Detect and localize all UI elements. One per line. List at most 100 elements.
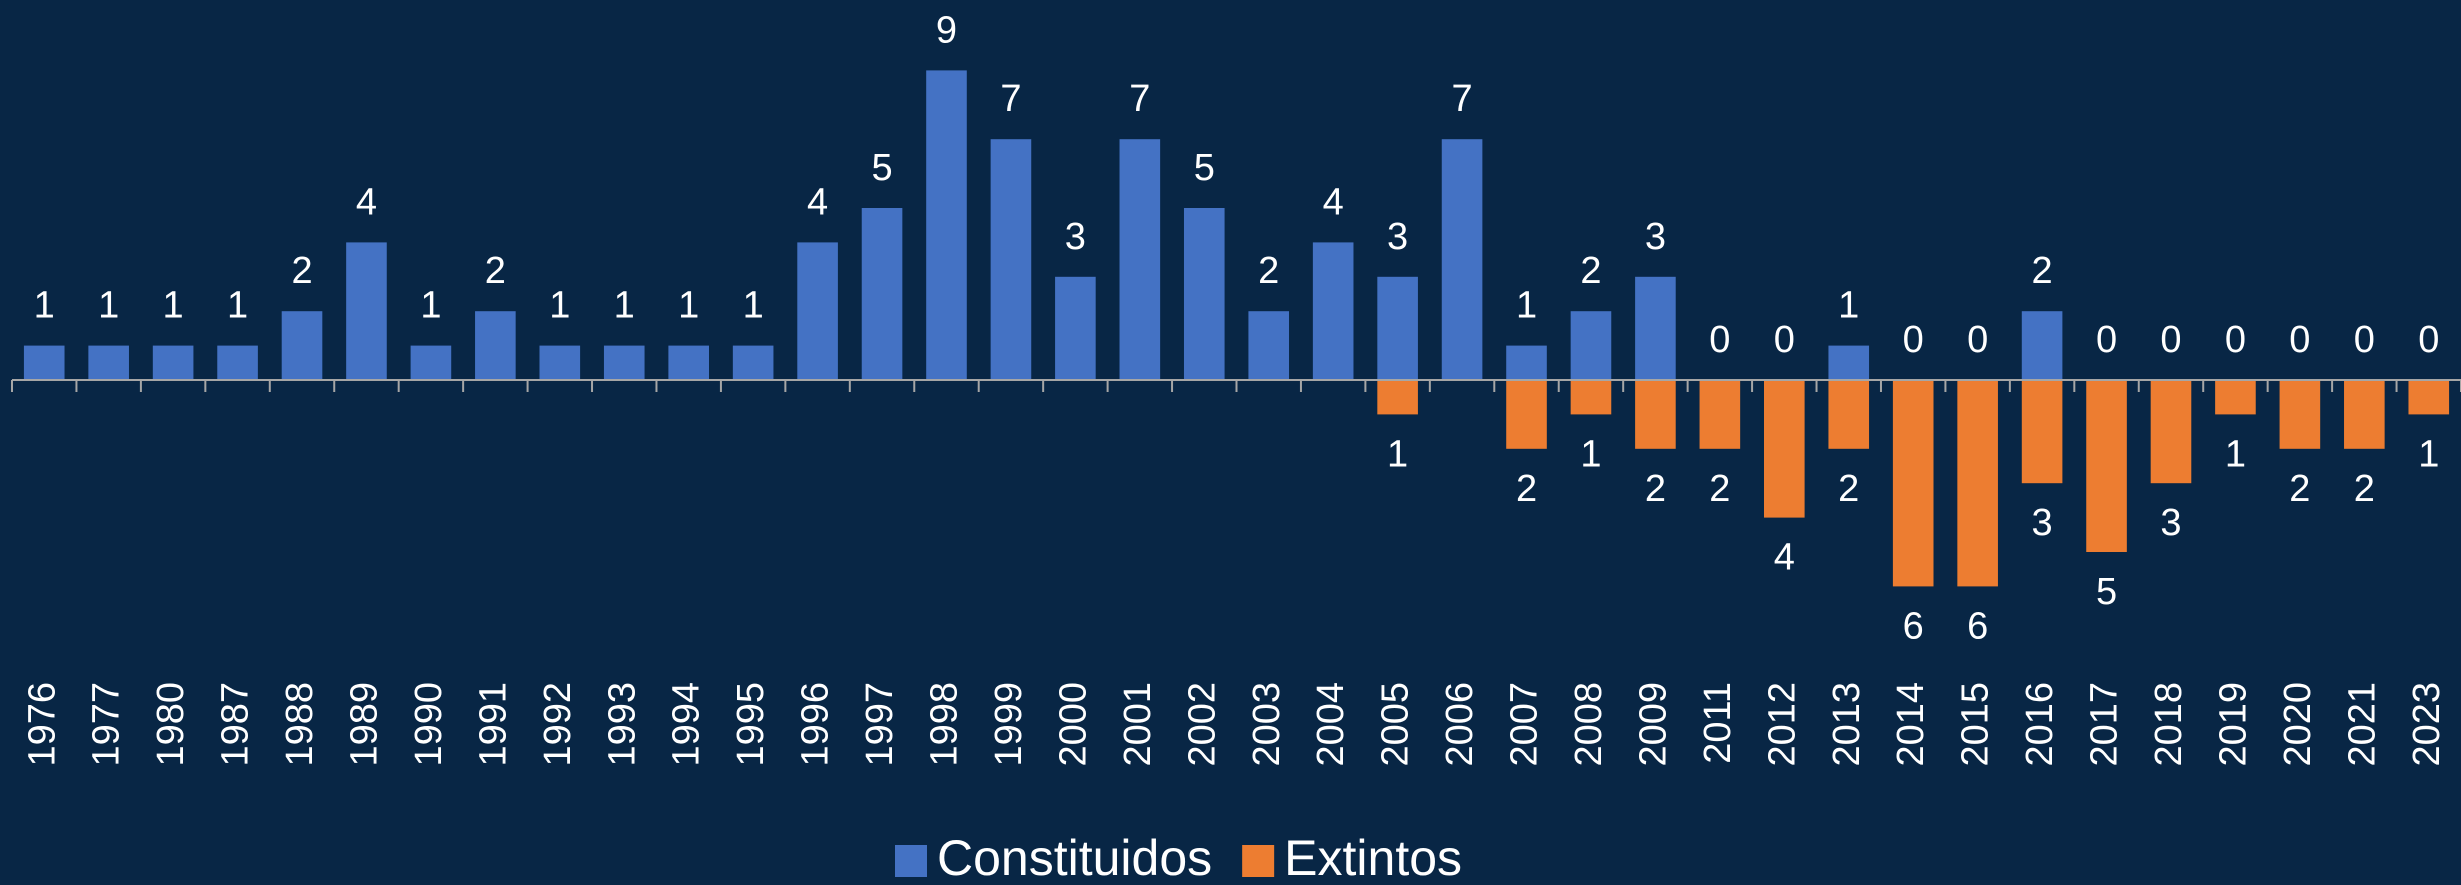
data-label: 3 — [2032, 502, 2053, 544]
x-tick-label: 1995 — [730, 682, 772, 767]
data-label: 2 — [1258, 250, 1279, 292]
x-tick-label: 1977 — [86, 682, 128, 767]
data-label: 3 — [1065, 216, 1086, 258]
legend-label: Constituidos — [937, 830, 1212, 885]
x-tick-label: 2023 — [2406, 682, 2448, 767]
x-tick-label: 2003 — [1246, 682, 1288, 767]
x-tick-label: 2014 — [1890, 682, 1932, 767]
data-label: 5 — [871, 147, 892, 189]
x-tick-label: 2009 — [1632, 682, 1674, 767]
bar — [1570, 380, 1612, 415]
data-label: 5 — [2096, 571, 2117, 613]
data-label: 0 — [2354, 319, 2375, 361]
bar — [2279, 380, 2321, 449]
bar — [1764, 380, 1805, 518]
data-label: 1 — [1516, 285, 1537, 327]
data-label: 1 — [1580, 433, 1601, 475]
bar — [926, 70, 967, 381]
bar — [2086, 380, 2127, 552]
x-tick-label: 2018 — [2148, 682, 2190, 767]
bar — [990, 139, 1032, 380]
bar — [797, 242, 838, 380]
x-tick-label: 1996 — [795, 682, 837, 767]
data-label: 3 — [1645, 216, 1666, 258]
data-label: 4 — [1774, 537, 1795, 579]
bar — [1635, 380, 1676, 449]
data-label: 1 — [34, 285, 55, 327]
x-tick-label: 2000 — [1052, 682, 1094, 767]
bar — [603, 345, 645, 380]
data-label: 1 — [2418, 433, 2439, 475]
bar — [1055, 276, 1096, 380]
x-tick-label: 2013 — [1826, 682, 1868, 767]
x-tick-label: 1990 — [408, 682, 450, 767]
data-label: 2 — [1838, 468, 1859, 510]
x-tick-label: 2006 — [1439, 682, 1481, 767]
bar — [732, 345, 774, 380]
bar — [1377, 380, 1418, 415]
data-label: 4 — [356, 181, 377, 223]
bar — [217, 345, 258, 380]
bar — [1570, 311, 1612, 380]
data-label: 0 — [2096, 319, 2117, 361]
x-tick-label: 2008 — [1568, 682, 1610, 767]
data-label: 2 — [291, 250, 312, 292]
x-tick-label: 1991 — [472, 682, 514, 767]
bar — [2021, 311, 2063, 380]
data-label: 4 — [807, 181, 828, 223]
data-label: 1 — [227, 285, 248, 327]
bar — [1892, 380, 1934, 587]
data-label: 7 — [1451, 78, 1472, 120]
x-tick-label: 2001 — [1117, 682, 1159, 767]
data-label: 9 — [936, 9, 957, 51]
data-label: 0 — [1903, 319, 1924, 361]
bar — [281, 311, 323, 380]
data-label: 3 — [2160, 502, 2181, 544]
x-tick-label: 1994 — [666, 682, 708, 767]
data-label: 1 — [163, 285, 184, 327]
x-tick-label: 1989 — [343, 682, 385, 767]
data-label: 2 — [1580, 250, 1601, 292]
x-tick-label: 2015 — [1955, 682, 1997, 767]
data-label: 0 — [1967, 319, 1988, 361]
bar — [668, 345, 709, 380]
x-tick-label: 1988 — [279, 682, 321, 767]
data-label: 7 — [1000, 78, 1021, 120]
x-tick-label: 2007 — [1504, 682, 1546, 767]
x-tick-label: 1998 — [924, 682, 966, 767]
bar — [1119, 139, 1161, 380]
data-label: 0 — [2289, 319, 2310, 361]
bar — [88, 345, 129, 380]
x-tick-label: 1999 — [988, 682, 1030, 767]
bar — [1183, 208, 1225, 380]
data-label: 2 — [1516, 468, 1537, 510]
data-label: 1 — [2225, 433, 2246, 475]
bar — [2021, 380, 2063, 484]
data-label: 2 — [1709, 468, 1730, 510]
bar — [346, 242, 387, 380]
bar — [1506, 380, 1547, 449]
legend-swatch — [895, 845, 927, 877]
bar — [1506, 345, 1547, 380]
data-label: 1 — [1838, 285, 1859, 327]
data-label: 3 — [1387, 216, 1408, 258]
x-tick-label: 2021 — [2341, 682, 2383, 767]
x-tick-label: 2005 — [1375, 682, 1417, 767]
data-label: 0 — [2225, 319, 2246, 361]
bar — [410, 345, 452, 380]
data-label: 1 — [678, 285, 699, 327]
bar — [539, 345, 581, 380]
data-label: 2 — [1645, 468, 1666, 510]
bar — [2344, 380, 2385, 449]
data-label: 0 — [2160, 319, 2181, 361]
data-label: 1 — [549, 285, 570, 327]
bar — [475, 311, 516, 380]
data-label: 6 — [1903, 605, 1924, 647]
bar — [2150, 380, 2192, 484]
x-tick-label: 2004 — [1310, 682, 1352, 767]
data-label: 2 — [2354, 468, 2375, 510]
bar — [1635, 276, 1676, 380]
data-label: 6 — [1967, 605, 1988, 647]
data-label: 0 — [1774, 319, 1795, 361]
data-label: 2 — [2032, 250, 2053, 292]
